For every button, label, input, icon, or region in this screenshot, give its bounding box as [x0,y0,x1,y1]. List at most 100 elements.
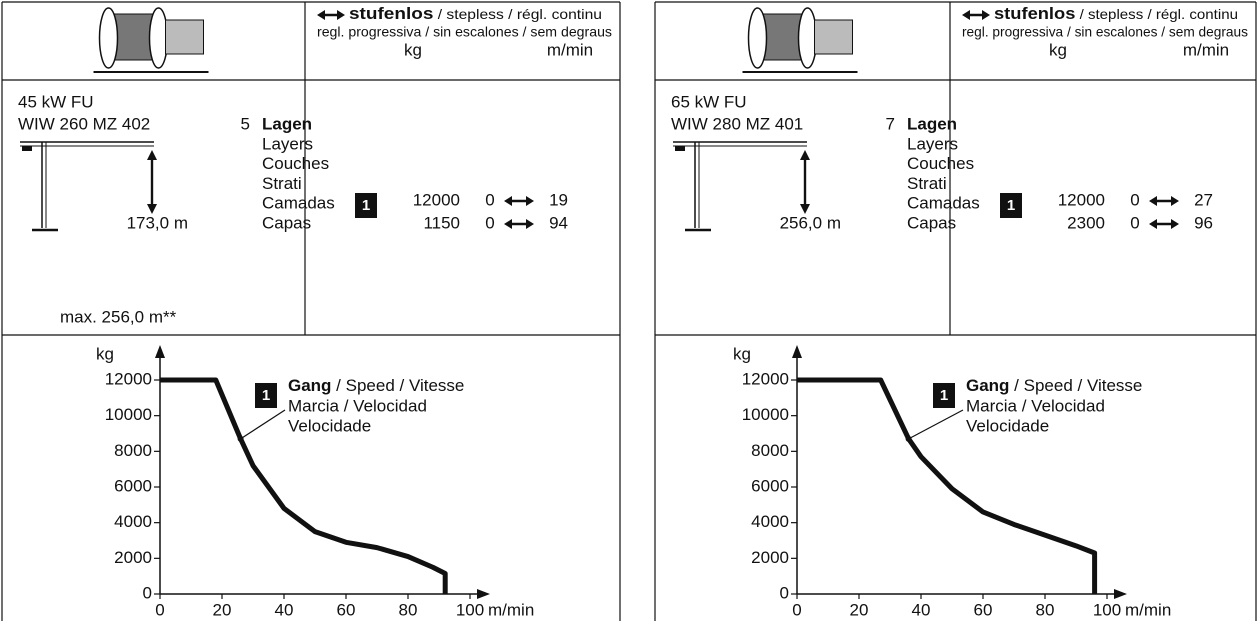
header-bold: stufenlos [994,4,1075,23]
winch-flange [747,7,768,69]
arrow-head [147,204,157,214]
layer-name: Strati [262,174,302,193]
motor: 65 kW FU [671,92,747,111]
y-axis-label: kg [96,344,114,363]
header-line: stufenlos / stepless / régl. continu [349,4,602,23]
axis-arrow [792,345,802,358]
x-tick-label: 100 [1093,600,1121,619]
speed-min: 0 [485,190,494,209]
crane-counterweight [22,146,32,151]
gear-badge [933,383,955,408]
y-tick-label: 6000 [114,476,152,495]
speed-max: 27 [1194,190,1213,209]
legend-line: Velocidade [288,416,371,435]
model: WIW 280 MZ 401 [671,114,803,133]
arrow-head [1171,196,1179,206]
legend-bold: Gang [288,376,331,395]
winch-flange [98,7,119,69]
arrow-head [800,150,810,160]
legend-line: Marcia / Velocidad [288,396,427,415]
y-tick-label: 4000 [114,512,152,531]
header-rest: / stepless / régl. continu [1075,6,1238,22]
y-tick-label: 2000 [751,548,789,567]
x-tick-label: 40 [912,600,931,619]
gear-badge [255,383,277,408]
speed-min: 0 [1130,213,1139,232]
height: 173,0 m [127,213,188,232]
layer-name: Layers [907,134,958,153]
y-tick-label: 6000 [751,476,789,495]
layer-name: Capas [907,213,956,232]
axis-arrow [1114,589,1127,599]
winch-flange [148,7,169,69]
x-tick-label: 20 [850,600,869,619]
motor: 45 kW FU [18,92,94,111]
y-tick-label: 12000 [105,369,152,388]
legend-line: Marcia / Velocidad [966,396,1105,415]
arrow-head [800,204,810,214]
layer-name: Capas [262,213,311,232]
arrow-head [1149,219,1157,229]
gear-number: 1 [1007,197,1015,214]
arrow-head [526,219,534,229]
layer-name: Camadas [907,194,980,213]
gear-number: 1 [362,197,370,214]
header-rest: / stepless / régl. continu [433,6,602,22]
gear-badge [1000,193,1022,218]
header-bold: stufenlos [349,4,433,23]
layer-name: Layers [262,134,313,153]
y-tick-label: 8000 [114,441,152,460]
leader-dot [237,435,244,442]
load: 12000 [413,190,460,209]
x-tick-label: 0 [792,600,801,619]
arrow-head [504,196,512,206]
header-line: stufenlos / stepless / régl. continu [994,4,1238,23]
x-tick-label: 100 [456,600,484,619]
y-tick-label: 0 [143,583,152,602]
winch-flange [797,7,818,69]
load-curve [797,377,1098,594]
layer-name: Lagen [907,114,957,133]
axis-arrow [155,345,165,358]
layer-name: Camadas [262,194,335,213]
load: 12000 [1058,190,1105,209]
gear-number: 1 [940,387,948,404]
header-col: m/min [547,40,593,59]
load: 1150 [423,213,460,232]
speed-max: 19 [549,190,568,209]
max-height: max. 256,0 m** [60,307,177,326]
height: 256,0 m [780,213,841,232]
arrow-head [526,196,534,206]
arrow-head [147,150,157,160]
header-col: m/min [1183,40,1229,59]
x-axis-label: m/min [488,600,534,619]
x-axis-label: m/min [1125,600,1171,619]
header-col: kg [404,40,422,59]
header-line: regl. progressiva / sin escalones / sem … [962,24,1248,40]
legend-line: Velocidade [966,416,1049,435]
layer-name: Couches [262,154,329,173]
layer-name: Lagen [262,114,312,133]
crane-counterweight [675,146,685,151]
gear-number: 1 [262,387,270,404]
x-tick-label: 80 [399,600,418,619]
arrow-head [982,10,990,20]
arrow-head [337,10,345,20]
header-col: kg [1049,40,1067,59]
speed-max: 94 [549,213,568,232]
winch-motor [165,19,204,55]
x-tick-label: 40 [275,600,294,619]
y-tick-label: 2000 [114,548,152,567]
x-tick-label: 80 [1036,600,1055,619]
load-curve [160,377,448,594]
leader-line [240,409,286,440]
speed-max: 96 [1194,213,1213,232]
leader-line [908,409,964,440]
x-tick-label: 0 [155,600,164,619]
x-tick-label: 20 [213,600,232,619]
x-tick-label: 60 [337,600,356,619]
y-axis-label: kg [733,344,751,363]
arrow-head [1149,196,1157,206]
